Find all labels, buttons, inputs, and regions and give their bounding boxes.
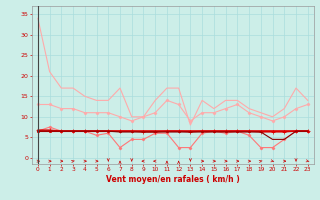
X-axis label: Vent moyen/en rafales ( km/h ): Vent moyen/en rafales ( km/h ) [106,175,240,184]
